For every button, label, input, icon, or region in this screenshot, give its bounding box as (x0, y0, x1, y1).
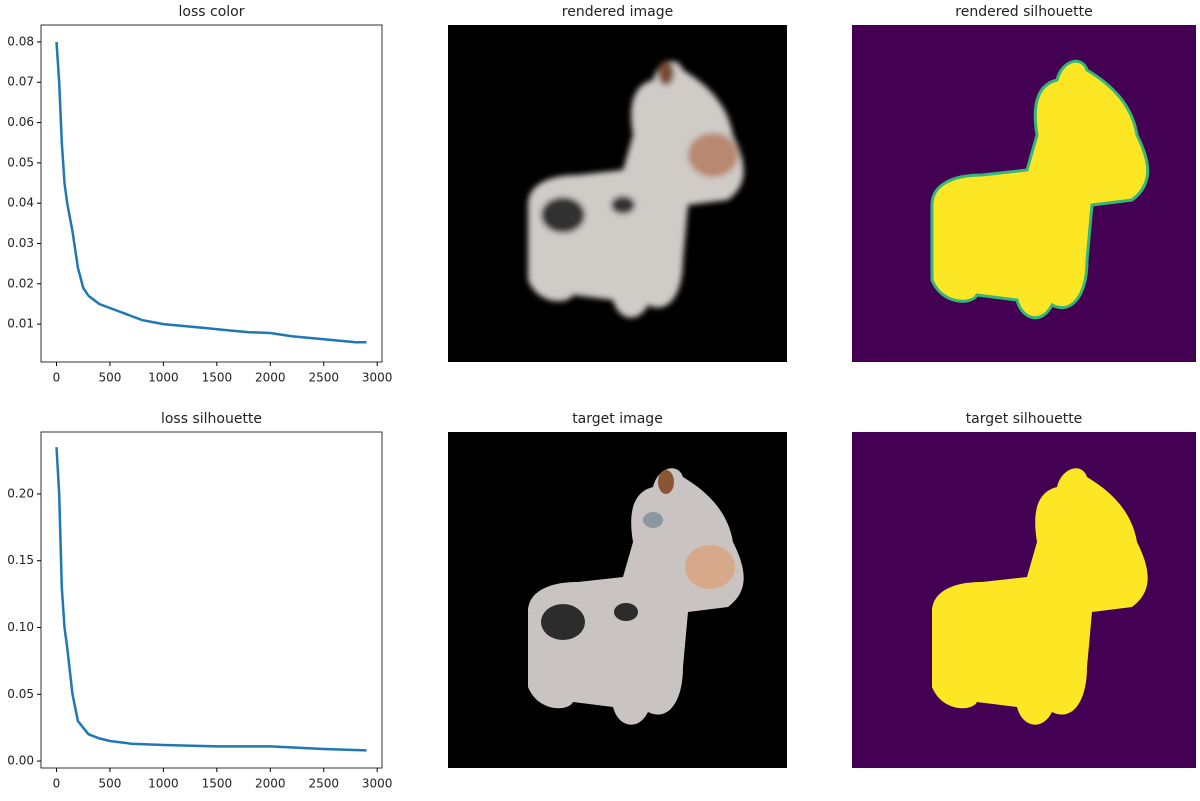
plot-frame (40, 24, 383, 363)
y-tick-label: 0.20 (7, 486, 34, 500)
chart-title: target image (572, 411, 663, 427)
y-tick-label: 0.08 (7, 34, 34, 48)
rendered-image (448, 25, 787, 362)
y-tick-label: 0.05 (7, 155, 34, 169)
x-tick-label: 3000 (362, 777, 393, 791)
chart-title: loss color (179, 4, 245, 20)
y-tick-label: 0.00 (7, 754, 34, 768)
y-tick-label: 0.05 (7, 687, 34, 701)
x-tick-label: 0 (53, 371, 61, 385)
loss-line (55, 41, 367, 344)
x-tick-label: 0 (53, 777, 61, 791)
x-tick-label: 1500 (202, 777, 233, 791)
x-tick-label: 1500 (202, 371, 233, 385)
y-tick-label: 0.03 (7, 236, 34, 250)
chart-title: rendered image (562, 4, 673, 20)
y-tick-label: 0.01 (7, 317, 34, 331)
chart-title: rendered silhouette (955, 4, 1092, 20)
target-image (448, 432, 787, 768)
y-tick-label: 0.07 (7, 75, 34, 89)
x-tick-label: 2000 (255, 371, 286, 385)
x-tick-label: 2000 (255, 777, 286, 791)
x-tick-label: 1000 (148, 777, 179, 791)
x-tick-label: 500 (98, 777, 121, 791)
y-tick-label: 0.02 (7, 276, 34, 290)
x-tick-label: 500 (98, 371, 121, 385)
chart-title: loss silhouette (161, 411, 262, 427)
x-tick-label: 1000 (148, 371, 179, 385)
rendered-silhouette (852, 25, 1196, 362)
loss-line (55, 447, 367, 752)
y-tick-label: 0.04 (7, 196, 34, 210)
x-tick-label: 2500 (308, 371, 339, 385)
target-silhouette (852, 432, 1196, 768)
y-tick-label: 0.06 (7, 115, 34, 129)
x-tick-label: 2500 (308, 777, 339, 791)
x-tick-label: 3000 (362, 371, 393, 385)
y-tick-label: 0.10 (7, 620, 34, 634)
y-tick-label: 0.15 (7, 553, 34, 567)
chart-title: target silhouette (966, 411, 1083, 427)
plot-frame (40, 431, 383, 769)
